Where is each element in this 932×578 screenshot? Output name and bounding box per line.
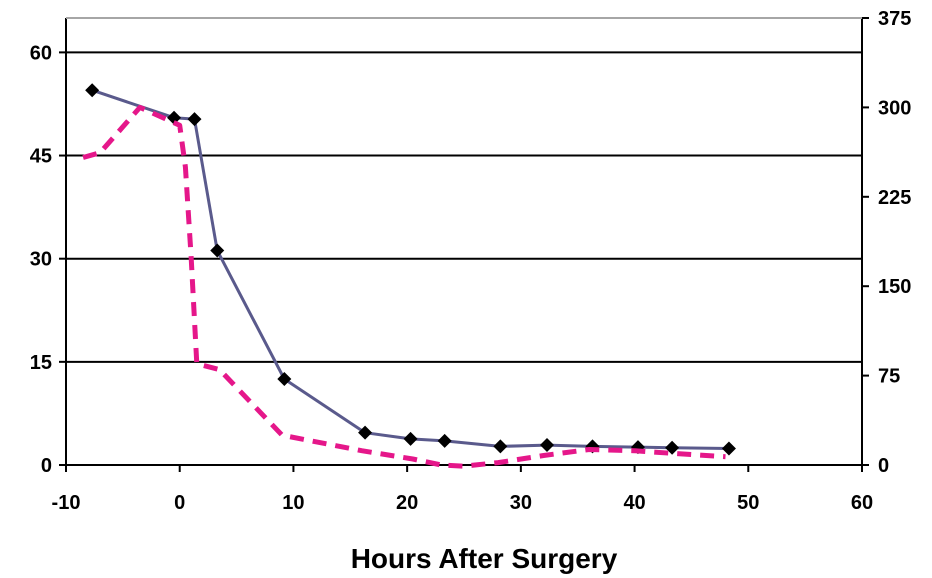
y-right-tick-label: 0 [878, 455, 889, 477]
y-left-tick-label: 0 [41, 455, 52, 477]
x-tick-label: 20 [396, 492, 418, 514]
series-marker [403, 431, 418, 446]
y-left-tick-label: 60 [30, 42, 52, 64]
series-line-2 [82, 104, 726, 469]
x-tick-label: 40 [623, 492, 645, 514]
series-marker [721, 441, 736, 456]
y-right-tick-label: 375 [878, 8, 911, 30]
series-marker [437, 433, 452, 448]
x-tick-label: 60 [851, 492, 873, 514]
series-marker [665, 440, 680, 455]
x-tick-label: 10 [282, 492, 304, 514]
y-right-tick-label: 150 [878, 276, 911, 298]
series-marker [210, 243, 225, 258]
y-right-tick-label: 75 [878, 366, 900, 388]
x-tick-label: -10 [52, 492, 81, 514]
series-marker [493, 439, 508, 454]
x-tick-label: 0 [174, 492, 185, 514]
x-axis-label: Hours After Surgery [351, 543, 618, 574]
chart-axes [65, 17, 863, 466]
y-right-tick-label: 225 [878, 187, 911, 209]
series-line-1 [91, 88, 730, 450]
y-left-tick-label: 30 [30, 249, 52, 271]
series-marker [277, 372, 292, 387]
x-tick-label: 50 [737, 492, 759, 514]
series-marker [358, 425, 373, 440]
x-tick-label: 30 [510, 492, 532, 514]
y-left-tick-label: 15 [30, 352, 52, 374]
series-marker [85, 83, 100, 98]
series-marker [187, 112, 202, 127]
y-left-tick-label: 45 [30, 146, 52, 168]
series-marker [167, 110, 182, 125]
series-marker [540, 438, 555, 453]
y-right-tick-label: 300 [878, 97, 911, 119]
gridlines [66, 51, 862, 363]
series-layer [82, 83, 736, 469]
